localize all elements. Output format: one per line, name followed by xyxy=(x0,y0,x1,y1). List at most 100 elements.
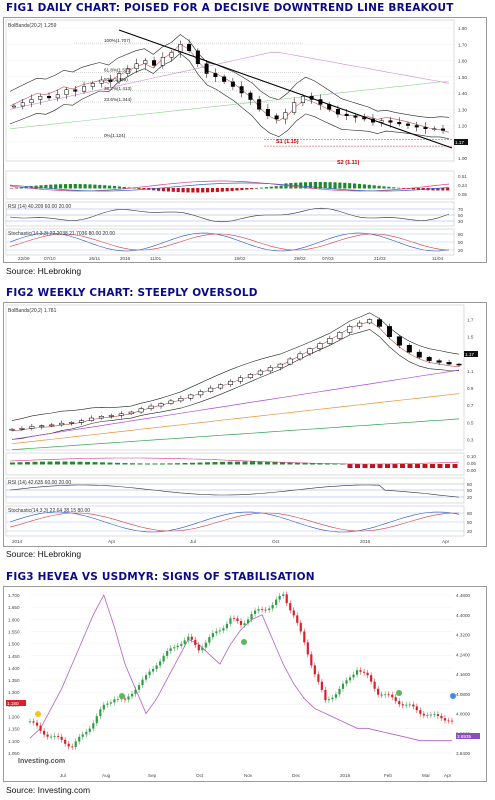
candle-body xyxy=(353,115,358,118)
candle-body xyxy=(405,704,408,706)
candle-body xyxy=(257,609,260,611)
candle-body xyxy=(50,736,53,738)
fig1-price-tick: 1.50 xyxy=(458,75,467,80)
fig3-event-marker xyxy=(396,690,402,696)
candle-body xyxy=(313,665,316,675)
candle-body xyxy=(64,739,67,744)
bollinger-lower xyxy=(11,329,460,440)
candle-body xyxy=(218,384,224,389)
fig1-x-tick: 2016 xyxy=(120,256,131,261)
candle-body xyxy=(412,704,415,707)
candle-body xyxy=(373,681,376,689)
candle-body xyxy=(300,96,305,103)
fig3-left-tick: 1.650 xyxy=(8,605,20,610)
macd-bar xyxy=(328,182,332,189)
macd-bar xyxy=(348,183,352,189)
candle-body xyxy=(204,642,207,648)
macd-bar xyxy=(160,463,165,465)
candle-body xyxy=(261,609,264,610)
macd-bar xyxy=(212,462,218,465)
macd-bar xyxy=(402,188,406,189)
candle-body xyxy=(230,81,235,87)
fig3-left-tick: 1.450 xyxy=(8,654,20,659)
candle-body xyxy=(456,363,462,366)
candle-body xyxy=(267,367,273,372)
candle-body xyxy=(355,670,359,675)
macd-line xyxy=(9,457,460,465)
fig3-x-tick: Dec xyxy=(292,773,301,778)
candle-body xyxy=(188,394,194,399)
candle-body xyxy=(447,720,450,722)
bollinger-upper xyxy=(9,34,450,119)
fig1-price-tick: 1.80 xyxy=(458,26,467,31)
candle-body xyxy=(443,718,447,721)
candle-body xyxy=(39,425,45,427)
candle-body xyxy=(128,411,134,414)
candle-body xyxy=(187,44,192,51)
macd-bar xyxy=(100,462,105,465)
macd-bar xyxy=(357,183,362,189)
candle-body xyxy=(352,674,355,678)
candle-body xyxy=(317,343,323,349)
candle-body xyxy=(436,360,442,363)
macd-bar xyxy=(372,185,376,189)
fig3-hevea-candles xyxy=(28,591,454,750)
ma-purple xyxy=(11,369,460,440)
macd-bar xyxy=(137,463,143,465)
fig2-x-axis: 2014 Apr Jul Oct 2016 Apr xyxy=(12,539,450,544)
candle-body xyxy=(415,706,418,711)
candle-body xyxy=(218,630,221,632)
fig2-price-tick: 0.3 xyxy=(467,437,474,442)
macd-bar xyxy=(250,461,255,465)
candle-body xyxy=(423,126,428,129)
macd-bar xyxy=(152,463,158,465)
macd-bar xyxy=(415,464,420,468)
candle-body xyxy=(137,685,141,690)
candle-body xyxy=(268,608,271,611)
macd-bar xyxy=(10,188,14,189)
candle-body xyxy=(450,720,454,722)
macd-bar xyxy=(255,188,259,189)
candle-body xyxy=(108,415,114,417)
macd-bar xyxy=(59,184,63,189)
fig3-right-tick: 4.0000 xyxy=(456,712,470,717)
candle-body xyxy=(289,603,292,611)
candle-body xyxy=(264,609,267,611)
macd-bar xyxy=(196,188,200,193)
candle-body xyxy=(299,622,302,632)
candle-body xyxy=(118,413,124,416)
macd-bar xyxy=(85,461,90,465)
candle-body xyxy=(391,694,394,698)
candle-body xyxy=(194,639,197,645)
fig2-rsi-legend: RSI (14) 42.635 60.00 20.00 xyxy=(8,480,71,486)
fig2-price-tick: 1.1 xyxy=(467,369,474,374)
fig3-x-tick: Mar xyxy=(422,773,430,778)
candle-body xyxy=(380,694,383,696)
macd-bar xyxy=(313,182,317,189)
candle-body xyxy=(166,650,169,656)
macd-bar xyxy=(411,188,415,190)
macd-bar xyxy=(274,186,278,189)
fig3-left-tick: 1.150 xyxy=(8,727,20,732)
candle-body xyxy=(99,79,104,84)
candle-body xyxy=(46,734,49,737)
macd-bar xyxy=(392,464,398,468)
candle-body xyxy=(158,403,164,407)
macd-bar xyxy=(355,464,360,468)
macd-bar xyxy=(63,184,68,189)
candle-body xyxy=(116,699,120,700)
fig3-left-tick: 1.550 xyxy=(8,629,20,634)
macd-bar xyxy=(206,188,210,193)
macd-bar xyxy=(318,182,322,189)
fig1-x-tick: 18/02 xyxy=(234,256,246,261)
stoch-k xyxy=(9,232,450,252)
macd-bar xyxy=(181,188,185,193)
candle-body xyxy=(292,102,297,113)
fib-label: 100%(1.707) xyxy=(104,38,131,43)
fig2-chart-panel: BolBands(20,2) 1.781 1.71.51.31.10.90.70… xyxy=(3,302,487,547)
candle-body xyxy=(47,96,52,99)
candle-body xyxy=(335,109,340,115)
fig1-x-tick: 07/10 xyxy=(44,256,56,261)
fig1-s1-label: S1 (1.15) xyxy=(276,139,299,145)
